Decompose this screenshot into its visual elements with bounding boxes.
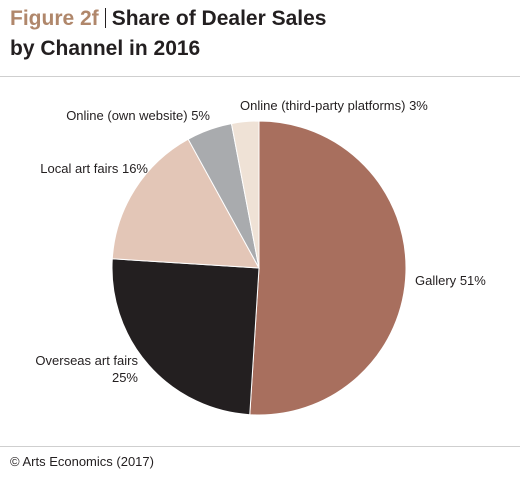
slice-value-label: 3% — [409, 98, 428, 113]
slice-category: Online (third-party platforms) — [240, 98, 406, 113]
slice-category: Online (own website) — [66, 108, 188, 123]
pie-slice — [111, 258, 260, 416]
pie-slice — [111, 138, 260, 269]
pie-slice — [249, 120, 407, 416]
slice-category: Overseas art fairs — [35, 353, 138, 368]
slice-label: Online (third-party platforms) 3% — [240, 97, 480, 114]
slice-category: Gallery — [415, 273, 457, 288]
slice-value-label: 25% — [111, 370, 138, 385]
slice-value-label: 5% — [191, 108, 210, 123]
slice-value-label: 16% — [121, 161, 148, 176]
slice-label: Overseas art fairs 25% — [30, 352, 138, 386]
bottom-rule — [0, 446, 520, 447]
slice-category: Local art fairs — [40, 161, 119, 176]
slice-label: Gallery 51% — [415, 272, 515, 289]
slice-value-label: 51% — [459, 273, 486, 288]
separator — [104, 8, 106, 28]
title-block: Figure 2f Share of Dealer Sales by Channe… — [10, 4, 340, 64]
source: © Arts Economics (2017) — [10, 454, 154, 469]
slice-label: Online (own website) 5% — [20, 107, 210, 124]
pie-slice — [230, 120, 260, 269]
slice-label: Local art fairs 16% — [40, 160, 148, 177]
figure-label: Figure 2f — [10, 7, 99, 30]
chart-title: Share of Dealer Sales by Channel in 2016 — [10, 7, 327, 60]
top-rule — [0, 76, 520, 77]
